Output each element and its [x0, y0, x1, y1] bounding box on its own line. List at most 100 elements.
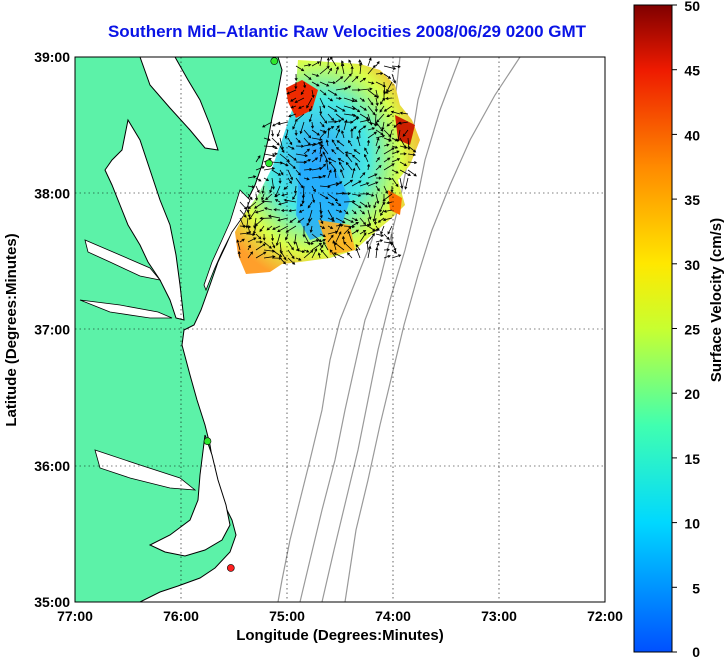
velocity-arrow — [311, 129, 320, 136]
velocity-arrow — [239, 209, 247, 218]
velocity-arrow — [306, 217, 313, 227]
velocity-arrow — [335, 146, 345, 155]
velocity-arrow — [279, 169, 284, 176]
velocity-arrow — [274, 199, 281, 203]
velocity-arrow — [271, 129, 275, 137]
velocity-arrow — [383, 233, 390, 240]
velocity-arrow — [263, 153, 276, 158]
velocity-arrow — [247, 225, 251, 235]
velocity-arrow — [335, 209, 343, 213]
velocity-arrow — [287, 145, 295, 150]
velocity-arrow — [237, 250, 241, 259]
velocity-arrow — [399, 161, 408, 166]
velocity-arrow — [239, 225, 252, 229]
velocity-arrow — [290, 97, 297, 102]
velocity-arrow — [396, 129, 401, 143]
velocity-arrow — [319, 153, 323, 163]
velocity-arrow — [383, 65, 397, 70]
velocity-arrow — [259, 225, 265, 233]
x-tick-label: 74:00 — [375, 608, 411, 624]
velocity-arrow — [306, 97, 313, 109]
velocity-arrow — [261, 193, 265, 201]
velocity-arrow — [295, 257, 302, 261]
velocity-arrow — [311, 73, 320, 77]
velocity-arrow — [375, 247, 379, 259]
velocity-arrow — [341, 235, 346, 243]
velocity-arrow — [351, 105, 361, 113]
x-tick-label: 73:00 — [481, 608, 517, 624]
velocity-arrow — [308, 113, 313, 123]
velocity-arrow — [247, 237, 257, 243]
y-tick-label: 39:00 — [34, 49, 70, 65]
velocity-arrow — [292, 121, 297, 130]
velocity-arrow — [359, 172, 366, 179]
colorbar-tick-label: 45 — [684, 63, 700, 79]
velocity-arrow — [383, 254, 391, 259]
velocity-arrow — [367, 131, 378, 139]
velocity-arrow — [335, 76, 344, 83]
x-tick-label: 72:00 — [587, 608, 623, 624]
velocity-arrow — [327, 169, 332, 179]
velocity-arrow — [326, 57, 330, 67]
velocity-arrow — [359, 105, 367, 111]
velocity-arrow — [303, 148, 310, 155]
velocity-arrow — [247, 251, 254, 259]
velocity-arrow — [287, 257, 296, 265]
velocity-arrow — [299, 121, 305, 135]
velocity-arrow — [261, 199, 273, 203]
velocity-arrow — [293, 185, 297, 194]
velocity-arrow — [303, 177, 310, 181]
velocity-arrow — [351, 180, 362, 187]
velocity-arrow — [380, 97, 385, 105]
velocity-arrow — [383, 143, 390, 147]
velocity-arrow — [340, 168, 345, 179]
velocity-arrow — [367, 57, 372, 67]
velocity-arrow — [367, 64, 376, 75]
velocity-arrow — [274, 193, 281, 198]
velocity-arrow — [359, 125, 367, 131]
velocity-arrow — [294, 129, 298, 137]
velocity-arrow — [317, 252, 321, 259]
velocity-arrow — [320, 143, 329, 155]
velocity-arrow — [247, 175, 257, 179]
velocity-arrow — [351, 229, 360, 235]
velocity-arrow — [293, 233, 297, 245]
y-tick-label: 35:00 — [34, 594, 70, 610]
velocity-arrow — [390, 185, 394, 193]
velocity-arrow — [359, 201, 368, 208]
velocity-arrow — [375, 89, 379, 99]
velocity-arrow — [375, 134, 386, 139]
velocity-arrow — [271, 241, 276, 249]
velocity-arrow — [382, 193, 393, 202]
velocity-arrow — [335, 128, 341, 139]
velocity-arrow — [341, 60, 345, 67]
velocity-arrow — [375, 233, 385, 237]
station-marker-red — [227, 564, 235, 572]
velocity-arrow — [351, 75, 359, 83]
velocity-arrow — [379, 105, 385, 113]
velocity-arrow — [247, 244, 251, 251]
velocity-arrow — [299, 201, 305, 207]
velocity-arrow — [383, 209, 393, 213]
velocity-arrow — [311, 137, 323, 141]
x-tick-label: 76:00 — [163, 608, 199, 624]
velocity-arrow — [303, 167, 313, 171]
velocity-arrow — [327, 113, 335, 121]
velocity-arrow — [327, 225, 334, 229]
velocity-arrow — [380, 209, 385, 216]
velocity-arrow — [367, 209, 372, 220]
velocity-arrow — [367, 201, 371, 209]
velocity-arrow — [343, 119, 348, 131]
velocity-arrow — [367, 127, 376, 131]
velocity-arrow — [255, 209, 265, 214]
velocity-arrow — [367, 105, 376, 116]
velocity-arrow — [303, 129, 312, 139]
velocity-arrow — [399, 111, 409, 115]
velocity-arrow — [345, 161, 353, 171]
velocity-arrow — [385, 89, 393, 94]
velocity-arrow — [387, 225, 393, 235]
velocity-arrow — [319, 193, 329, 200]
velocity-arrow — [347, 230, 353, 243]
x-tick-label: 77:00 — [57, 608, 93, 624]
velocity-arrow — [381, 121, 385, 131]
